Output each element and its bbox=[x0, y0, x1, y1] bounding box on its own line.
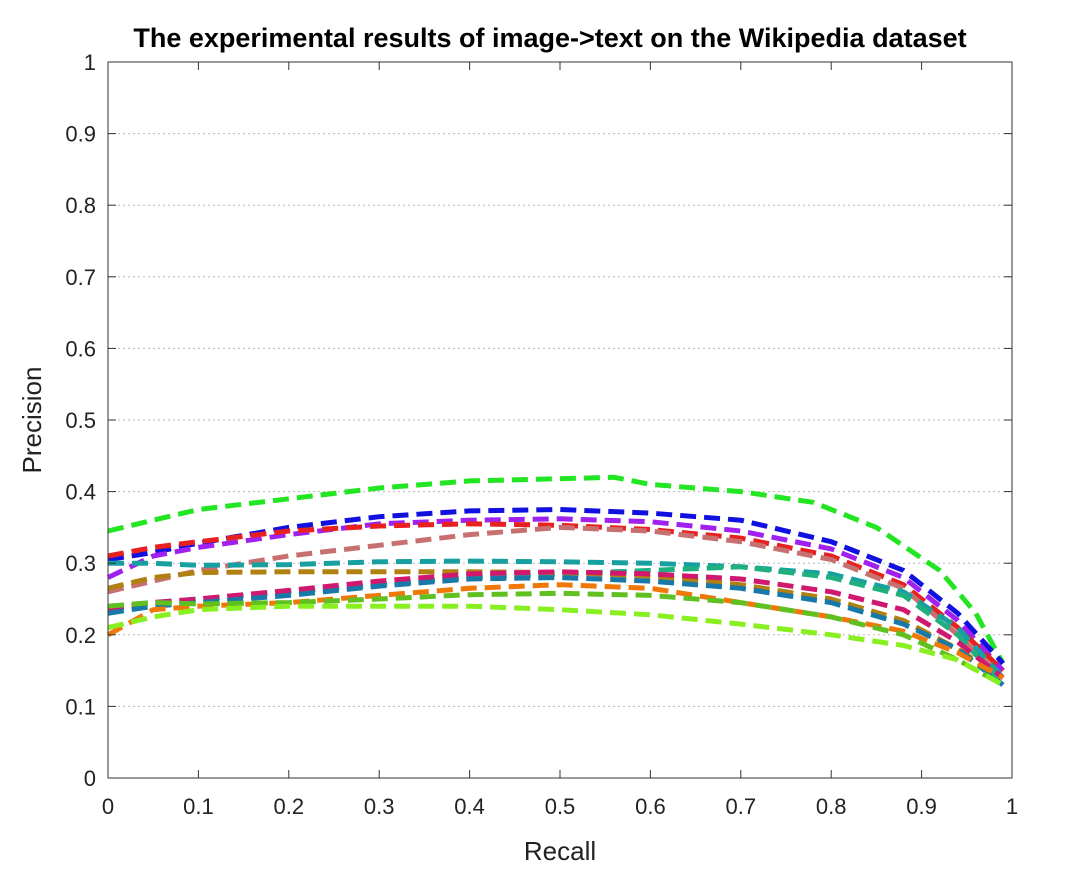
series-line-8 bbox=[107, 569, 1005, 680]
x-tick-label: 0.9 bbox=[906, 794, 937, 819]
series-line-10 bbox=[107, 575, 1005, 687]
series-line-5 bbox=[107, 524, 1005, 680]
y-tick-label: 0.8 bbox=[65, 193, 96, 218]
y-tick-label: 0.7 bbox=[65, 265, 96, 290]
x-tick-label: 0.1 bbox=[183, 794, 214, 819]
series-group bbox=[106, 474, 1006, 688]
grid-lines bbox=[108, 133, 1012, 707]
y-axis-label: Precision bbox=[17, 367, 47, 474]
x-tick-label: 0.5 bbox=[545, 794, 576, 819]
y-tick-label: 1 bbox=[84, 50, 96, 75]
series-line-11 bbox=[106, 582, 1005, 680]
x-tick-label: 1 bbox=[1006, 794, 1018, 819]
x-tick-label: 0.7 bbox=[726, 794, 757, 819]
series-line-6 bbox=[108, 558, 1005, 680]
series-line-13 bbox=[107, 603, 1005, 688]
x-tick-label: 0.2 bbox=[274, 794, 305, 819]
y-tick-label: 0.4 bbox=[65, 480, 96, 505]
y-tick-label: 0 bbox=[84, 766, 96, 791]
series-line-12 bbox=[107, 590, 1005, 688]
series-line-7 bbox=[107, 564, 1005, 687]
y-tick-label: 0.5 bbox=[65, 408, 96, 433]
x-tick-label: 0.4 bbox=[454, 794, 485, 819]
x-axis-label: Recall bbox=[524, 836, 596, 866]
y-tick-label: 0.1 bbox=[65, 694, 96, 719]
axis-ticks: 0 0.1 0.2 0.3 0.4 0.5 0.6 0.7 0.8 0.9 1 0 0.1 0.2 0.3 0… bbox=[65, 50, 1018, 819]
x-tick-label: 0.8 bbox=[816, 794, 847, 819]
x-tick-label: 0.3 bbox=[364, 794, 395, 819]
series-line-2 bbox=[107, 507, 1005, 666]
x-tick-label: 0 bbox=[102, 794, 114, 819]
y-tick-label: 0.3 bbox=[65, 551, 96, 576]
series-line-9 bbox=[107, 569, 1005, 680]
chart-title: The experimental results of image->text … bbox=[133, 23, 966, 53]
y-tick-label: 0.9 bbox=[65, 122, 96, 147]
series-line-3 bbox=[106, 516, 1005, 673]
y-tick-label: 0.2 bbox=[65, 623, 96, 648]
x-tick-label: 0.6 bbox=[635, 794, 666, 819]
y-tick-label: 0.6 bbox=[65, 336, 96, 361]
series-line-4 bbox=[107, 521, 1005, 673]
series-line-1 bbox=[107, 474, 1006, 665]
